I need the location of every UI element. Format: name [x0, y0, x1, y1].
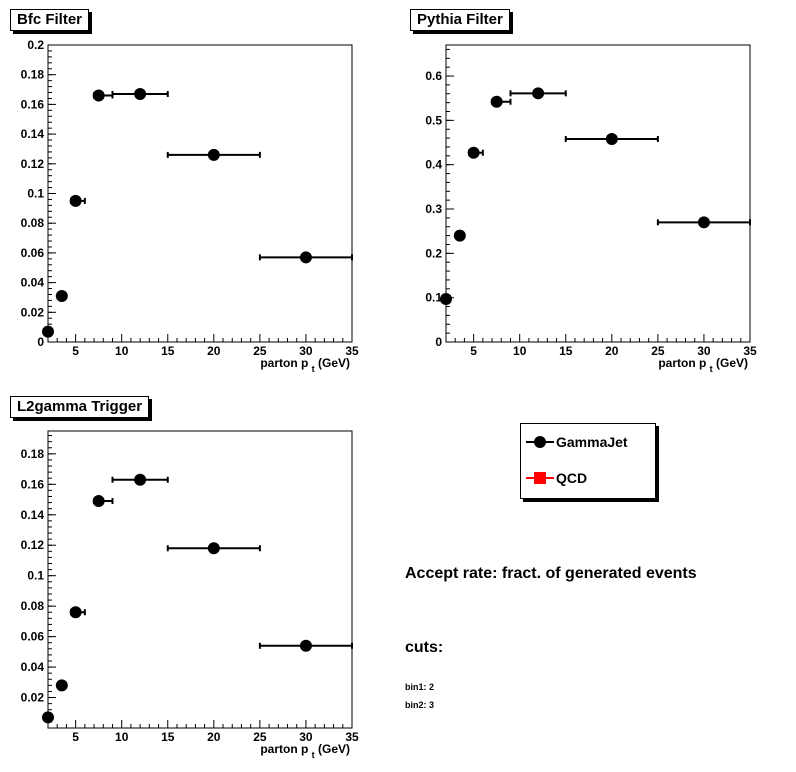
plot2-xtick-label: 20 [605, 344, 619, 358]
plot2-ytick-label: 0.6 [425, 69, 442, 83]
plot3-point [69, 606, 82, 619]
plot3-ytick-label: 0.14 [21, 508, 45, 522]
chart-title-l2gamma: L2gamma Trigger [10, 396, 150, 418]
plot1-ytick-label: 0.18 [21, 68, 45, 82]
plot1-ytick-label: 0.14 [21, 127, 45, 141]
plot3-point [299, 639, 312, 652]
plot2-ytick-label: 0 [435, 335, 442, 349]
plot3-xlabel: parton p t (GeV) [260, 742, 350, 760]
plot3-xtick-label: 30 [299, 730, 313, 744]
cuts-label: cuts: [405, 639, 444, 656]
plot3-frame [47, 430, 353, 729]
plot1-ytick-label: 0.08 [21, 216, 45, 230]
plot1-xtick-label: 5 [72, 344, 79, 358]
plot3-xtick-label: 15 [161, 730, 175, 744]
plot2-xtick-label: 5 [470, 344, 477, 358]
legend-label-gammajet: GammaJet [556, 434, 628, 450]
plot2-ytick-label: 0.5 [425, 113, 442, 127]
plot2-ytick-label: 0.1 [425, 291, 442, 305]
plot1-frame [47, 44, 353, 343]
plot3-xtick-label: 5 [72, 730, 79, 744]
plot3-ytick-label: 0.18 [21, 447, 45, 461]
plot2-xtick-label: 30 [697, 344, 711, 358]
plot1-ytick-label: 0.1 [27, 187, 44, 201]
plot1-point [55, 289, 68, 302]
plot2-point [532, 87, 545, 100]
plot3-xtick-label: 20 [207, 730, 221, 744]
plot1-point [207, 148, 220, 161]
plot1-xtick-label: 35 [345, 344, 359, 358]
plot1-point [42, 325, 54, 338]
plot1-point [92, 89, 105, 102]
plot1-xtick-label: 10 [115, 344, 129, 358]
plot1-ytick-label: 0.16 [21, 97, 45, 111]
legend: GammaJet QCD [520, 423, 656, 499]
plot3-xtick-label: 35 [345, 730, 359, 744]
plot1-point [69, 194, 82, 207]
plot3-point [92, 495, 105, 508]
plot1-xtick-label: 15 [161, 344, 175, 358]
plot1-ytick-label: 0.04 [21, 276, 45, 290]
legend-item-gammajet: GammaJet [521, 430, 655, 454]
chart-title-pythia: Pythia Filter [410, 9, 510, 31]
plot3-point [42, 711, 54, 724]
plot1-xlabel: parton p t (GeV) [260, 356, 350, 374]
plot1-point [299, 251, 312, 264]
plot3-ytick-label: 0.04 [21, 660, 45, 674]
legend-label-qcd: QCD [556, 470, 588, 486]
plot3-point [134, 473, 147, 486]
plot1-point [134, 88, 147, 101]
plot2-point [440, 293, 452, 306]
plot1-xtick-label: 30 [299, 344, 313, 358]
plot2-point [697, 216, 710, 229]
plot3-ytick-label: 0.12 [21, 538, 45, 552]
plot2-ytick-label: 0.3 [425, 202, 442, 216]
plot3-point [55, 679, 68, 692]
plot2-ytick-label: 0.2 [425, 246, 442, 260]
plot2-point [453, 229, 466, 242]
square-marker-icon [526, 472, 554, 484]
plot2-point [467, 146, 480, 159]
plot2-point [490, 95, 503, 108]
plot3-ytick-label: 0.16 [21, 477, 45, 491]
chart-title-bfc: Bfc Filter [10, 9, 90, 31]
plot2-frame [445, 44, 751, 343]
plot3-ytick-label: 0.1 [27, 569, 44, 583]
plot2-ytick-label: 0.4 [425, 158, 442, 172]
plot3-ytick-label: 0.08 [21, 599, 45, 613]
plot3-xtick-label: 10 [115, 730, 129, 744]
plot3-ytick-label: 0.06 [21, 630, 45, 644]
plot3-xtick-label: 25 [253, 730, 267, 744]
plot2-xtick-label: 10 [513, 344, 527, 358]
plot2-xtick-label: 35 [743, 344, 757, 358]
plot2-xtick-label: 15 [559, 344, 573, 358]
bin2-text: bin2: 3 [405, 700, 435, 710]
plot2-xtick-label: 25 [651, 344, 665, 358]
plot1-ytick-label: 0.12 [21, 157, 45, 171]
plot2-point [605, 132, 618, 145]
plot3-point [207, 542, 220, 555]
plot2-xlabel: parton p t (GeV) [658, 356, 748, 374]
plot1-ytick-label: 0.06 [21, 246, 45, 260]
plot1-xtick-label: 20 [207, 344, 221, 358]
plot3-ytick-label: 0.02 [21, 691, 45, 705]
bin1-text: bin1: 2 [405, 682, 435, 692]
plot1-xtick-label: 25 [253, 344, 267, 358]
accept-rate-text: Accept rate: fract. of generated events [405, 565, 697, 582]
plot1-ytick-label: 0.02 [21, 305, 45, 319]
circle-marker-icon [526, 436, 554, 448]
plot1-ytick-label: 0 [37, 335, 44, 349]
legend-item-qcd: QCD [521, 466, 655, 490]
plot1-ytick-label: 0.2 [27, 38, 44, 52]
